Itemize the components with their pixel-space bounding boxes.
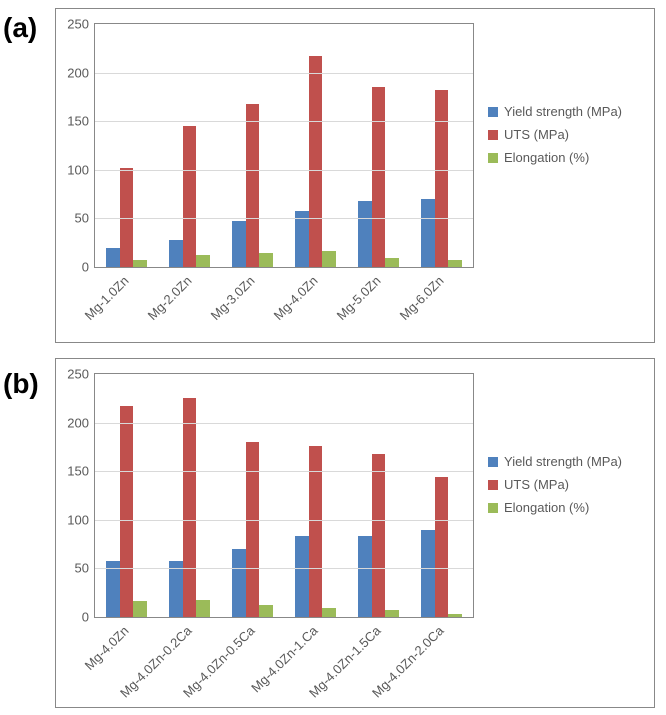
bar-uts bbox=[435, 477, 449, 617]
bar-yield bbox=[421, 199, 435, 267]
chart-b-legend: Yield strength (MPa) UTS (MPa) Elongation … bbox=[488, 454, 622, 523]
bar-group: Mg-4.0Zn-1.Ca bbox=[284, 374, 347, 617]
bar-group: Mg-4.0Zn-2.0Ca bbox=[410, 374, 473, 617]
bar-group: Mg-4.0Zn bbox=[95, 374, 158, 617]
gridline bbox=[95, 121, 473, 122]
legend-item-yield: Yield strength (MPa) bbox=[488, 454, 622, 469]
chart-b-wrap: Mg-4.0ZnMg-4.0Zn-0.2CaMg-4.0Zn-0.5CaMg-4… bbox=[55, 358, 655, 708]
bar-group: Mg-6.0Zn bbox=[410, 24, 473, 267]
bar-group: Mg-4.0Zn bbox=[284, 24, 347, 267]
legend-item-uts: UTS (MPa) bbox=[488, 477, 622, 492]
legend-swatch bbox=[488, 480, 498, 490]
bar-yield bbox=[106, 248, 120, 267]
bar-uts bbox=[435, 90, 449, 267]
bar-yield bbox=[358, 201, 372, 267]
bar-yield bbox=[232, 221, 246, 267]
legend-label: Elongation (%) bbox=[504, 150, 589, 165]
bar-group: Mg-4.0Zn-0.5Ca bbox=[221, 374, 284, 617]
bar-uts bbox=[309, 56, 323, 267]
y-tick-label: 200 bbox=[67, 415, 95, 430]
chart-a-wrap: Mg-1.0ZnMg-2.0ZnMg-3.0ZnMg-4.0ZnMg-5.0Zn… bbox=[55, 8, 655, 343]
gridline bbox=[95, 568, 473, 569]
chart-b-plot: Mg-4.0ZnMg-4.0Zn-0.2CaMg-4.0Zn-0.5CaMg-4… bbox=[94, 373, 474, 618]
legend-item-uts: UTS (MPa) bbox=[488, 127, 622, 142]
y-tick-label: 0 bbox=[82, 610, 95, 625]
gridline bbox=[95, 471, 473, 472]
legend-swatch bbox=[488, 457, 498, 467]
legend-item-elong: Elongation (%) bbox=[488, 500, 622, 515]
y-tick-label: 150 bbox=[67, 464, 95, 479]
y-tick-label: 250 bbox=[67, 367, 95, 382]
legend-label: UTS (MPa) bbox=[504, 477, 569, 492]
y-tick-label: 50 bbox=[75, 561, 95, 576]
legend-item-elong: Elongation (%) bbox=[488, 150, 622, 165]
chart-a-plot: Mg-1.0ZnMg-2.0ZnMg-3.0ZnMg-4.0ZnMg-5.0Zn… bbox=[94, 23, 474, 268]
bar-yield bbox=[295, 536, 309, 617]
bar-group: Mg-3.0Zn bbox=[221, 24, 284, 267]
chart-a-bars: Mg-1.0ZnMg-2.0ZnMg-3.0ZnMg-4.0ZnMg-5.0Zn… bbox=[95, 24, 473, 267]
bar-group: Mg-1.0Zn bbox=[95, 24, 158, 267]
chart-b-bars: Mg-4.0ZnMg-4.0Zn-0.2CaMg-4.0Zn-0.5CaMg-4… bbox=[95, 374, 473, 617]
bar-group: Mg-4.0Zn-0.2Ca bbox=[158, 374, 221, 617]
bar-uts bbox=[183, 126, 197, 267]
legend-swatch bbox=[488, 153, 498, 163]
y-tick-label: 250 bbox=[67, 17, 95, 32]
bar-uts bbox=[183, 398, 197, 617]
gridline bbox=[95, 218, 473, 219]
y-tick-label: 50 bbox=[75, 211, 95, 226]
legend-item-yield: Yield strength (MPa) bbox=[488, 104, 622, 119]
legend-swatch bbox=[488, 107, 498, 117]
panel-label-b: (b) bbox=[3, 368, 39, 400]
bar-yield bbox=[169, 240, 183, 267]
legend-swatch bbox=[488, 130, 498, 140]
bar-uts bbox=[372, 454, 386, 617]
gridline bbox=[95, 170, 473, 171]
panel-label-a: (a) bbox=[3, 12, 37, 44]
bar-uts bbox=[372, 87, 386, 267]
bar-yield bbox=[421, 530, 435, 617]
legend-label: Yield strength (MPa) bbox=[504, 454, 622, 469]
y-tick-label: 0 bbox=[82, 260, 95, 275]
bar-yield bbox=[358, 536, 372, 617]
y-tick-label: 150 bbox=[67, 114, 95, 129]
bar-uts bbox=[246, 442, 260, 617]
legend-label: Yield strength (MPa) bbox=[504, 104, 622, 119]
gridline bbox=[95, 520, 473, 521]
legend-label: UTS (MPa) bbox=[504, 127, 569, 142]
bar-uts bbox=[120, 406, 134, 617]
bar-group: Mg-5.0Zn bbox=[347, 24, 410, 267]
chart-a-legend: Yield strength (MPa) UTS (MPa) Elongation … bbox=[488, 104, 622, 173]
bar-group: Mg-4.0Zn-1.5Ca bbox=[347, 374, 410, 617]
y-tick-label: 100 bbox=[67, 512, 95, 527]
gridline bbox=[95, 73, 473, 74]
gridline bbox=[95, 423, 473, 424]
bar-group: Mg-2.0Zn bbox=[158, 24, 221, 267]
bar-uts bbox=[246, 104, 260, 267]
y-tick-label: 100 bbox=[67, 162, 95, 177]
legend-swatch bbox=[488, 503, 498, 513]
y-tick-label: 200 bbox=[67, 65, 95, 80]
bar-yield bbox=[232, 549, 246, 617]
legend-label: Elongation (%) bbox=[504, 500, 589, 515]
